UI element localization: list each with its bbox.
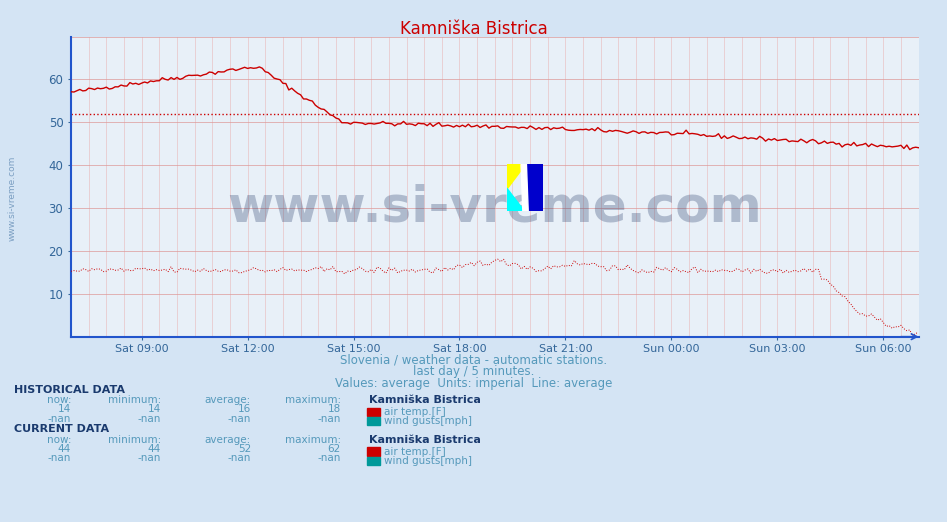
Text: 14: 14 xyxy=(58,405,71,414)
Text: -nan: -nan xyxy=(317,414,341,424)
Text: 44: 44 xyxy=(58,444,71,454)
Polygon shape xyxy=(507,164,525,188)
Polygon shape xyxy=(507,188,525,211)
Text: www.si-vreme.com: www.si-vreme.com xyxy=(8,156,17,241)
Text: 52: 52 xyxy=(238,444,251,454)
Text: -nan: -nan xyxy=(137,454,161,464)
Text: www.si-vreme.com: www.si-vreme.com xyxy=(227,184,762,232)
Text: -nan: -nan xyxy=(317,454,341,464)
Text: minimum:: minimum: xyxy=(108,395,161,405)
Text: maximum:: maximum: xyxy=(285,395,341,405)
Text: Kamniška Bistrica: Kamniška Bistrica xyxy=(369,395,481,405)
Text: average:: average: xyxy=(205,395,251,405)
Text: -nan: -nan xyxy=(47,454,71,464)
Text: now:: now: xyxy=(46,435,71,445)
Text: Kamniška Bistrica: Kamniška Bistrica xyxy=(369,435,481,445)
Text: average:: average: xyxy=(205,435,251,445)
Text: air temp.[F]: air temp.[F] xyxy=(384,446,445,457)
Text: Slovenia / weather data - automatic stations.: Slovenia / weather data - automatic stat… xyxy=(340,354,607,367)
Text: -nan: -nan xyxy=(47,414,71,424)
Polygon shape xyxy=(521,164,528,211)
Text: wind gusts[mph]: wind gusts[mph] xyxy=(384,456,472,466)
Text: CURRENT DATA: CURRENT DATA xyxy=(14,424,109,434)
Text: -nan: -nan xyxy=(227,414,251,424)
Text: -nan: -nan xyxy=(227,454,251,464)
Text: minimum:: minimum: xyxy=(108,435,161,445)
Text: 14: 14 xyxy=(148,405,161,414)
Text: HISTORICAL DATA: HISTORICAL DATA xyxy=(14,385,125,395)
Text: now:: now: xyxy=(46,395,71,405)
Text: 62: 62 xyxy=(328,444,341,454)
Polygon shape xyxy=(525,164,543,211)
Text: -nan: -nan xyxy=(137,414,161,424)
Text: 18: 18 xyxy=(328,405,341,414)
Text: air temp.[F]: air temp.[F] xyxy=(384,407,445,417)
Text: 16: 16 xyxy=(238,405,251,414)
Text: wind gusts[mph]: wind gusts[mph] xyxy=(384,416,472,426)
Text: Kamniška Bistrica: Kamniška Bistrica xyxy=(400,20,547,38)
Text: 44: 44 xyxy=(148,444,161,454)
Text: Values: average  Units: imperial  Line: average: Values: average Units: imperial Line: av… xyxy=(335,377,612,390)
Text: last day / 5 minutes.: last day / 5 minutes. xyxy=(413,365,534,378)
Text: maximum:: maximum: xyxy=(285,435,341,445)
